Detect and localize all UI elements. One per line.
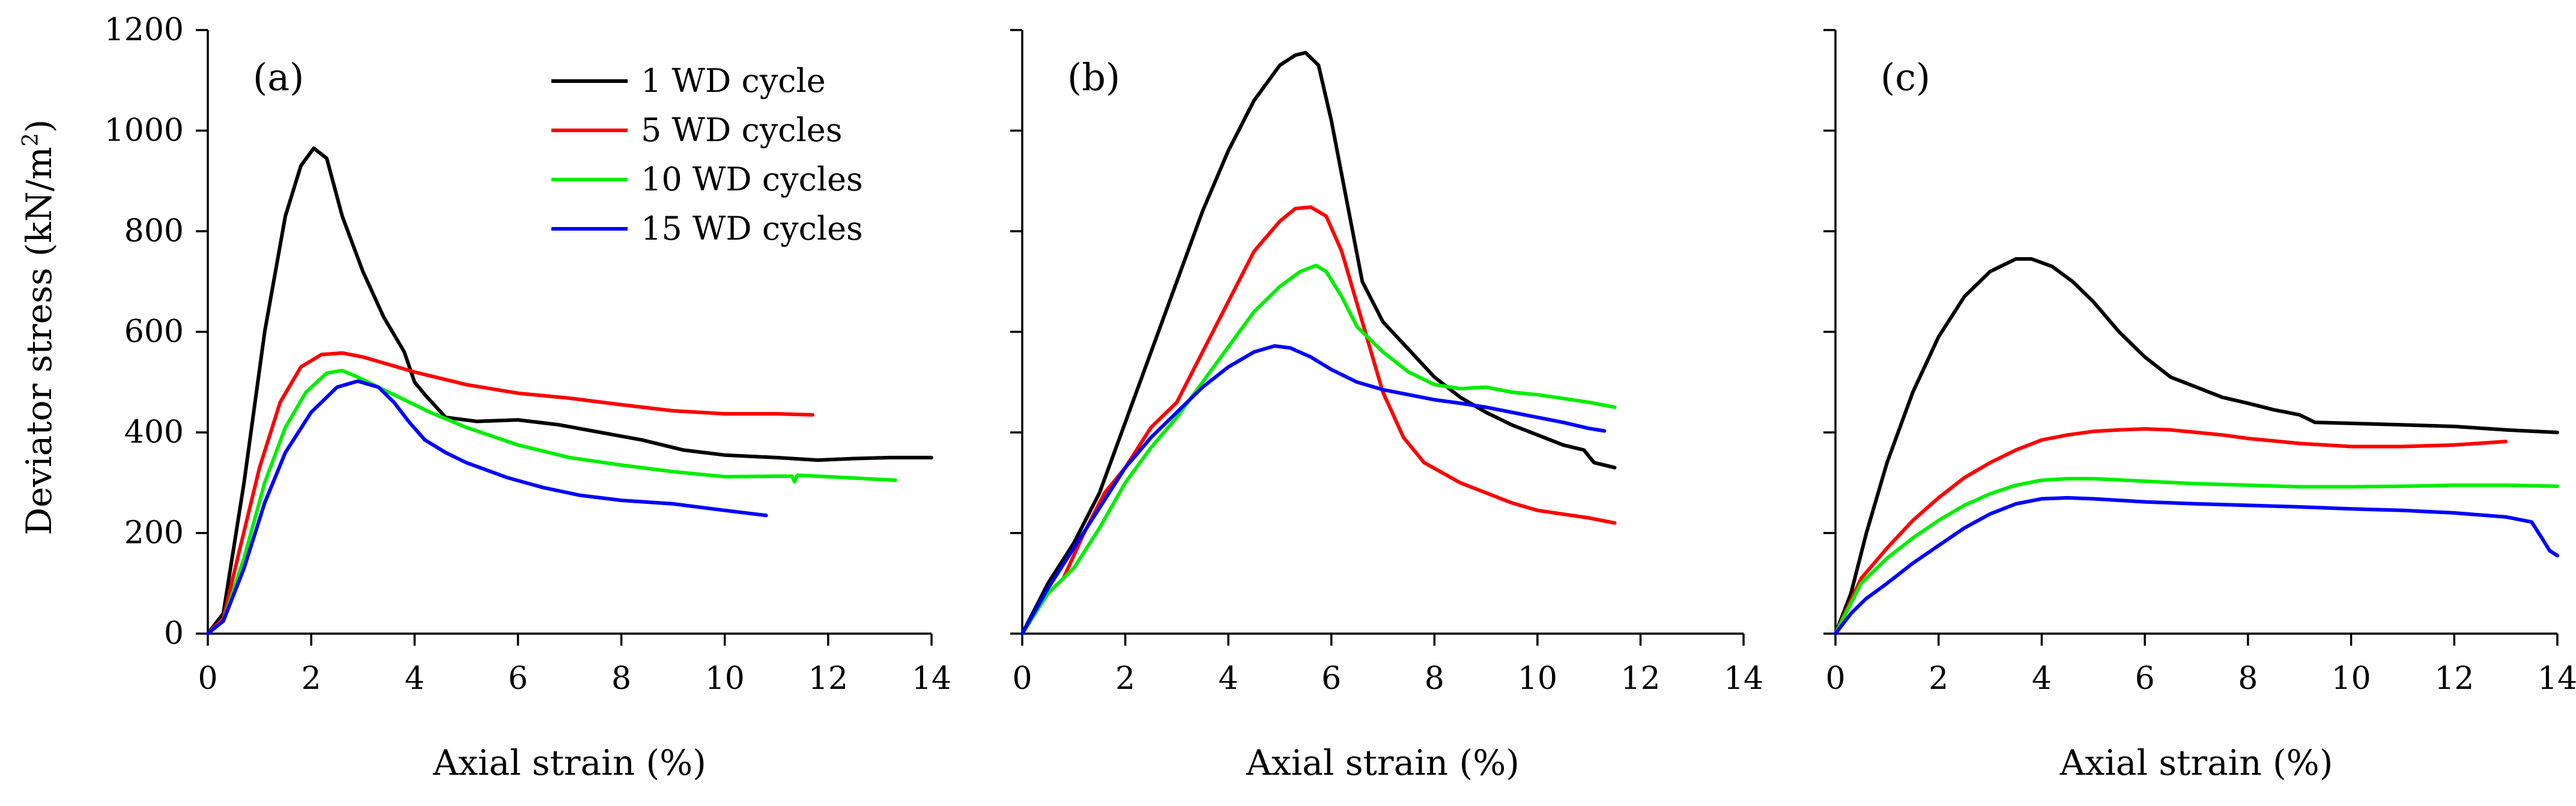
y-tick-label: 400 [124, 414, 184, 450]
y-tick-label: 200 [124, 515, 184, 551]
series-line-1-wd-cycle [1020, 50, 1617, 635]
x-tick-label: 4 [1219, 661, 1238, 697]
legend-label: 15 WD cycles [641, 210, 863, 247]
y-axis-title-main: Deviator stress (kN/m [19, 147, 59, 535]
x-tick-label: 0 [1012, 661, 1032, 697]
x-axis-title: Axial strain (%) [1246, 742, 1520, 783]
legend-label: 10 WD cycles [641, 160, 863, 198]
panel-label: (c) [1880, 55, 1930, 99]
x-tick-label: 10 [1518, 661, 1557, 697]
x-tick-label: 14 [2538, 661, 2576, 697]
x-tick-label: 14 [1724, 661, 1763, 697]
x-tick-label: 12 [2434, 661, 2474, 697]
x-tick-label: 14 [912, 661, 951, 697]
x-tick-label: 4 [2032, 661, 2052, 697]
series-line-15-wd-cycles [1834, 495, 2559, 635]
x-tick-label: 0 [198, 661, 217, 697]
x-axis-title: Axial strain (%) [2059, 742, 2333, 783]
y-axis-title-close: ) [19, 120, 59, 133]
legend-label: 5 WD cycles [641, 111, 842, 149]
series-line-5-wd-cycles [206, 351, 814, 635]
panel-label: (b) [1067, 55, 1120, 99]
series-line-5-wd-cycles [1834, 427, 2508, 635]
series-line-15-wd-cycles [206, 379, 768, 635]
y-tick-label: 0 [164, 616, 184, 652]
x-tick-label: 8 [2238, 661, 2258, 697]
panel-label: (a) [253, 55, 304, 99]
x-tick-label: 8 [611, 661, 631, 697]
series-line-10-wd-cycles [1020, 264, 1617, 635]
series-line-10-wd-cycles [1834, 477, 2559, 635]
panel-1: 0 200 400 600 800 1000 1200 0 2 4 6 8 10 12 14 Axial st… [105, 12, 951, 783]
x-tick-label: 6 [2135, 661, 2155, 697]
legend: 1 WD cycle 5 WD cycles 10 WD cycles 15 WD c… [551, 62, 863, 247]
legend-item: 15 WD cycles [551, 210, 863, 247]
panel-2: 0 2 4 6 8 10 12 14 Axial strain (%) (b) [1010, 29, 1763, 783]
y-axis-title-sup: 2 [19, 133, 43, 147]
panel-3: 0 2 4 6 8 10 12 14 Axial strain (%) (c) [1823, 29, 2576, 783]
series-line-1-wd-cycle [1834, 257, 2559, 635]
series-line-15-wd-cycles [1020, 344, 1607, 635]
legend-item: 10 WD cycles [551, 160, 863, 198]
x-tick-label: 12 [808, 661, 848, 697]
y-tick-label: 600 [124, 314, 184, 350]
x-axis-title: Axial strain (%) [432, 742, 706, 783]
legend-item: 5 WD cycles [551, 111, 842, 149]
x-tick-label: 2 [1115, 661, 1135, 697]
series-line-1-wd-cycle [206, 146, 933, 635]
x-tick-label: 10 [2331, 661, 2371, 697]
series-line-5-wd-cycles [1020, 205, 1617, 635]
series-line-10-wd-cycles [206, 369, 897, 635]
y-axis-title: Deviator stress (kN/m2) [19, 120, 59, 536]
x-tick-label: 10 [705, 661, 745, 697]
x-tick-label: 2 [302, 661, 321, 697]
x-tick-label: 4 [405, 661, 425, 697]
y-tick-label: 1000 [105, 113, 184, 149]
x-tick-label: 6 [508, 661, 528, 697]
x-tick-label: 12 [1620, 661, 1660, 697]
x-tick-label: 0 [1825, 661, 1845, 697]
x-tick-label: 6 [1321, 661, 1341, 697]
x-tick-label: 2 [1929, 661, 1948, 697]
x-tick-label: 8 [1425, 661, 1444, 697]
legend-label: 1 WD cycle [641, 62, 826, 100]
y-tick-label: 1200 [105, 12, 184, 48]
y-tick-label: 800 [124, 213, 184, 249]
legend-item: 1 WD cycle [551, 62, 826, 100]
